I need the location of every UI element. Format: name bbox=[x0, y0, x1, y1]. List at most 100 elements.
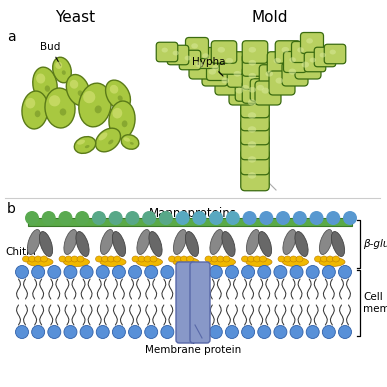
Ellipse shape bbox=[96, 256, 103, 262]
FancyBboxPatch shape bbox=[267, 52, 293, 74]
Text: β-glucans: β-glucans bbox=[363, 239, 387, 249]
Ellipse shape bbox=[27, 229, 41, 255]
Ellipse shape bbox=[319, 257, 345, 267]
Ellipse shape bbox=[253, 256, 260, 262]
FancyBboxPatch shape bbox=[282, 62, 308, 86]
Ellipse shape bbox=[110, 85, 118, 94]
Circle shape bbox=[125, 211, 139, 225]
FancyBboxPatch shape bbox=[241, 119, 269, 145]
Circle shape bbox=[310, 211, 324, 225]
FancyBboxPatch shape bbox=[190, 262, 210, 343]
Text: Membrane protein: Membrane protein bbox=[145, 345, 241, 355]
Circle shape bbox=[96, 265, 109, 279]
Ellipse shape bbox=[101, 256, 108, 262]
Text: Yeast: Yeast bbox=[55, 10, 95, 25]
Ellipse shape bbox=[109, 101, 135, 139]
Ellipse shape bbox=[45, 86, 50, 92]
Ellipse shape bbox=[289, 68, 296, 75]
Circle shape bbox=[276, 211, 290, 225]
Text: Bud: Bud bbox=[40, 42, 61, 65]
Ellipse shape bbox=[55, 62, 62, 69]
Text: Mold: Mold bbox=[252, 10, 288, 25]
Circle shape bbox=[322, 325, 336, 339]
Circle shape bbox=[339, 265, 351, 279]
Circle shape bbox=[109, 211, 123, 225]
Ellipse shape bbox=[248, 73, 256, 79]
Ellipse shape bbox=[36, 74, 45, 84]
Circle shape bbox=[92, 211, 106, 225]
Circle shape bbox=[80, 265, 93, 279]
Circle shape bbox=[112, 325, 125, 339]
Ellipse shape bbox=[22, 91, 48, 129]
Ellipse shape bbox=[35, 110, 41, 117]
Ellipse shape bbox=[246, 257, 272, 267]
Ellipse shape bbox=[168, 256, 175, 262]
FancyBboxPatch shape bbox=[156, 42, 178, 62]
Ellipse shape bbox=[233, 71, 241, 77]
Circle shape bbox=[42, 211, 56, 225]
Ellipse shape bbox=[211, 256, 218, 262]
Circle shape bbox=[258, 325, 271, 339]
FancyBboxPatch shape bbox=[211, 41, 237, 63]
FancyBboxPatch shape bbox=[241, 165, 269, 191]
Text: b: b bbox=[7, 202, 16, 216]
Circle shape bbox=[339, 325, 351, 339]
Ellipse shape bbox=[132, 256, 139, 262]
Ellipse shape bbox=[83, 91, 95, 103]
Ellipse shape bbox=[99, 132, 108, 140]
FancyBboxPatch shape bbox=[242, 54, 268, 76]
FancyBboxPatch shape bbox=[291, 41, 315, 62]
Ellipse shape bbox=[283, 257, 308, 267]
FancyBboxPatch shape bbox=[197, 48, 219, 68]
Circle shape bbox=[159, 211, 173, 225]
Ellipse shape bbox=[185, 56, 191, 60]
Ellipse shape bbox=[187, 256, 194, 262]
Ellipse shape bbox=[236, 87, 243, 94]
Ellipse shape bbox=[39, 231, 53, 257]
Ellipse shape bbox=[180, 256, 187, 262]
FancyBboxPatch shape bbox=[241, 134, 269, 160]
FancyBboxPatch shape bbox=[242, 41, 268, 63]
Ellipse shape bbox=[77, 140, 85, 145]
Ellipse shape bbox=[217, 256, 224, 262]
Ellipse shape bbox=[130, 142, 134, 145]
Ellipse shape bbox=[64, 229, 77, 255]
Ellipse shape bbox=[248, 112, 256, 119]
Ellipse shape bbox=[289, 57, 296, 63]
Ellipse shape bbox=[332, 256, 339, 262]
Ellipse shape bbox=[295, 231, 308, 257]
Ellipse shape bbox=[79, 83, 111, 127]
Ellipse shape bbox=[100, 257, 126, 267]
Circle shape bbox=[64, 325, 77, 339]
Ellipse shape bbox=[74, 137, 96, 153]
FancyBboxPatch shape bbox=[242, 67, 268, 89]
FancyBboxPatch shape bbox=[219, 52, 245, 74]
Circle shape bbox=[343, 211, 357, 225]
FancyBboxPatch shape bbox=[324, 44, 346, 64]
Ellipse shape bbox=[70, 80, 78, 89]
Ellipse shape bbox=[77, 256, 84, 262]
Ellipse shape bbox=[85, 145, 89, 148]
Ellipse shape bbox=[26, 98, 35, 108]
Ellipse shape bbox=[257, 85, 264, 91]
Circle shape bbox=[96, 325, 109, 339]
Ellipse shape bbox=[241, 85, 249, 91]
Ellipse shape bbox=[49, 95, 60, 106]
Ellipse shape bbox=[173, 51, 179, 55]
Ellipse shape bbox=[71, 256, 78, 262]
Ellipse shape bbox=[290, 256, 297, 262]
Circle shape bbox=[75, 211, 89, 225]
FancyBboxPatch shape bbox=[185, 38, 209, 58]
Ellipse shape bbox=[137, 257, 163, 267]
Ellipse shape bbox=[217, 47, 225, 53]
Circle shape bbox=[293, 211, 307, 225]
Ellipse shape bbox=[149, 231, 162, 257]
Ellipse shape bbox=[173, 257, 199, 267]
Circle shape bbox=[176, 211, 190, 225]
Circle shape bbox=[243, 211, 257, 225]
Ellipse shape bbox=[210, 229, 223, 255]
Ellipse shape bbox=[106, 80, 130, 110]
Ellipse shape bbox=[247, 229, 260, 255]
Ellipse shape bbox=[202, 53, 209, 58]
Circle shape bbox=[306, 325, 319, 339]
